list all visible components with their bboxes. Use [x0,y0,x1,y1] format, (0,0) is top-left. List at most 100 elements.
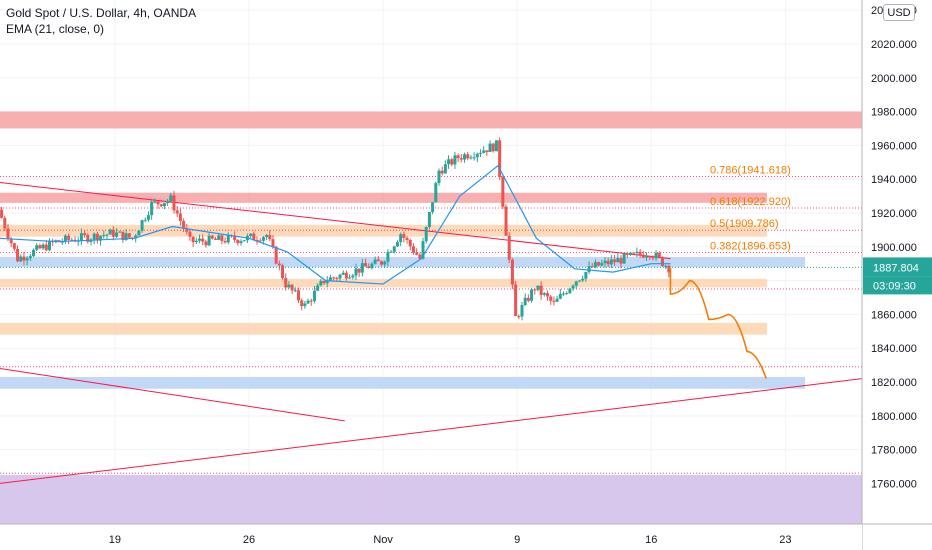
candle-body [303,303,307,307]
candle-body [552,300,556,302]
candle-body [405,237,409,240]
candle-body [415,252,419,255]
candle-body [312,290,316,302]
fib-level-label: 0.786(1941.618) [710,164,791,176]
x-tick-label: Nov [373,534,393,546]
candle-body [44,244,48,251]
candle-body [105,234,109,236]
candle-body [494,140,498,152]
candle-body [140,220,144,231]
last-price-label: 1887.804 [873,262,919,274]
y-tick-label: 2020.000 [871,39,917,51]
candle-body [9,238,13,244]
candle-body [111,229,115,237]
candle-body [584,272,588,279]
candle-body [453,155,457,165]
candle-body [466,154,470,159]
ema-line [0,164,671,285]
candle-body [360,263,364,273]
x-tick-label: 16 [645,534,657,546]
candle-body [252,233,256,241]
candle-body [514,284,518,317]
candle-body [629,252,633,255]
candle-body [233,235,237,240]
candle-body [619,258,623,264]
candle-body [261,237,265,241]
countdown-label: 03:09:30 [873,280,916,292]
candle-body [648,256,652,258]
candle-body [517,316,521,318]
candle-body [162,203,166,207]
candle-body [370,263,374,269]
candle-body [38,245,42,249]
candle-body [35,245,39,250]
candle-body [63,235,67,242]
candle-body [191,236,195,243]
candle-body [153,201,157,203]
support-zone [0,256,805,268]
candle-body [159,204,163,207]
candle-body [226,235,230,243]
y-tick-label: 2000.000 [871,73,917,85]
candle-body [504,206,508,236]
x-tick-label: 26 [243,534,255,546]
candle-body [335,277,339,279]
candle-body [411,246,415,253]
candle-body [108,229,112,235]
candle-body [169,195,173,201]
candle-body [16,248,20,262]
candle-body [657,252,661,257]
y-tick-label: 1920.000 [871,208,917,220]
candle-body [210,235,214,239]
chart-legend: Gold Spot / U.S. Dollar, 4h, OANDA EMA (… [6,5,196,37]
resistance-zone [0,192,767,203]
candle-body [150,202,154,216]
candle-body [660,256,664,267]
candle-body [19,256,23,262]
candle-body [427,212,431,228]
fib-levels: 0.786(1941.618) 0.618(1922.920) 0.5(1909.7… [710,164,791,252]
candle-body [198,238,202,241]
candle-body [472,157,476,159]
candle-body [306,300,310,304]
candle-body [421,241,425,259]
candle-body [654,252,658,259]
candle-body [316,285,320,291]
candle-body [297,290,301,301]
candle-body [609,259,613,265]
y-tick-label: 1860.000 [871,309,917,321]
candle-body [389,251,393,253]
candle-body [258,240,262,242]
supply-zone [0,322,767,335]
candle-body [593,262,597,268]
candle-body [118,231,122,233]
candle-body [622,253,626,264]
currency-badge[interactable]: USD [883,4,915,21]
candle-body [47,240,51,251]
time-axis: 19 26 Nov 9 16 23 [0,523,932,550]
candle-body [485,150,489,153]
candle-body [600,263,604,266]
candle-body [341,272,345,275]
candle-body [83,233,87,235]
ema-indicator-label[interactable]: EMA (21, close, 0) [6,22,105,36]
candle-body [67,235,71,240]
candle-body [271,239,275,247]
candle-body [293,290,297,292]
y-tick-label: 1780.000 [871,445,917,457]
candle-body [536,285,540,290]
candle-body [146,215,150,220]
candle-body [281,265,285,279]
candle-body [597,262,601,266]
candle-body [632,252,636,254]
candle-body [568,288,572,294]
candle-body [143,219,147,221]
y-tick-label: 1800.000 [871,411,917,423]
candle-body [156,201,160,205]
candle-body [546,293,550,297]
trend-lines [0,182,863,484]
y-tick-label: 1940.000 [871,174,917,186]
candle-body [137,230,141,236]
